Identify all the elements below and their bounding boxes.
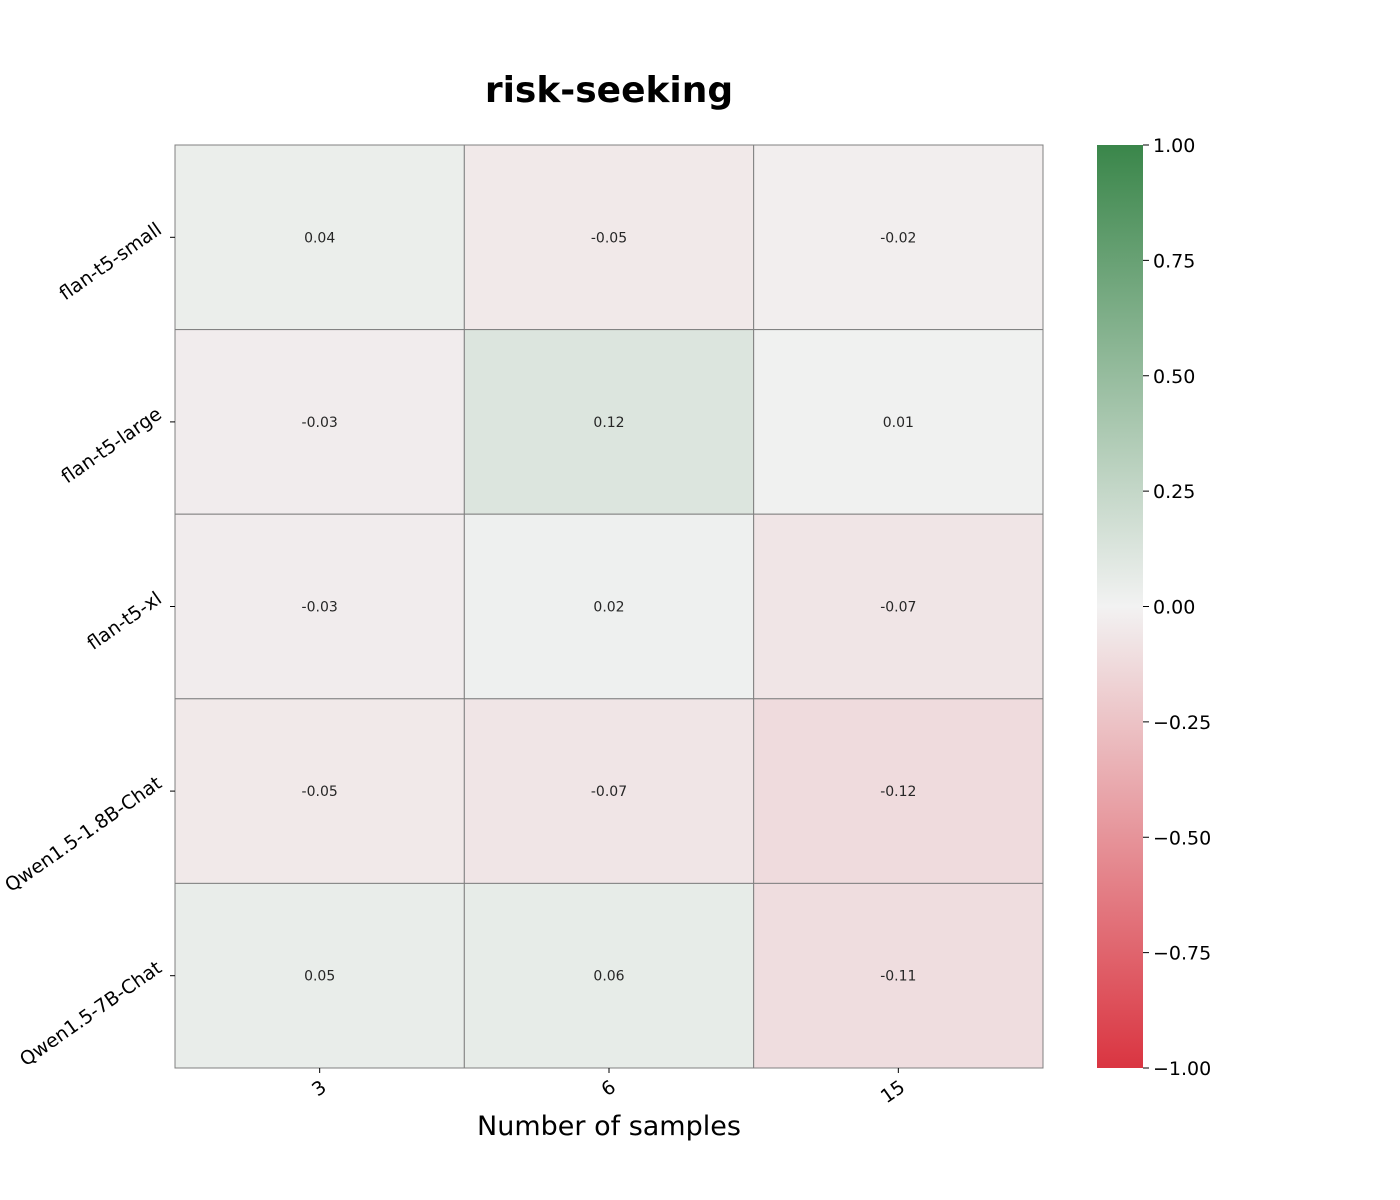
x-tick-label: 15: [877, 1076, 909, 1108]
colorbar-tick-label: −0.75: [1153, 943, 1211, 965]
cell-value-label: 0.04: [304, 230, 335, 246]
heatmap-cell: [174, 698, 465, 884]
cell-value-label: 0.06: [593, 969, 624, 985]
cell-value-label: -0.12: [880, 784, 916, 800]
cell-value-label: 0.01: [883, 415, 914, 431]
colorbar-tick-label: −0.50: [1153, 827, 1211, 849]
colorbar-tick-label: −1.00: [1153, 1058, 1211, 1080]
heatmap-cell: [174, 882, 465, 1069]
colorbar: [1097, 145, 1143, 1068]
cell-value-label: 0.02: [593, 600, 624, 616]
heatmap-cell: [174, 329, 465, 515]
cell-value-label: -0.03: [302, 600, 338, 616]
heatmap-cell: [753, 329, 1044, 515]
y-tick-label: flan-t5-small: [55, 218, 166, 305]
heatmap-cell: [753, 882, 1044, 1069]
colorbar-tick-label: 0.50: [1153, 366, 1195, 388]
colorbar-tick-label: 0.25: [1153, 481, 1195, 503]
x-axis-label: Number of samples: [477, 1111, 741, 1142]
x-tick-label: 6: [597, 1076, 620, 1101]
heatmap-cell: [463, 144, 755, 331]
cell-value-label: -0.11: [880, 969, 916, 985]
cell-value-label: 0.05: [304, 969, 335, 985]
colorbar-gradient: [1097, 145, 1143, 1068]
cell-value-label: -0.07: [880, 600, 916, 616]
cell-value-label: -0.02: [880, 230, 916, 246]
chart-title: risk-seeking: [485, 70, 733, 111]
y-axis-ticks: flan-t5-small flan-t5-large flan-t5-xl Qwen…: [1, 218, 175, 1071]
x-tick-label: 3: [308, 1076, 331, 1101]
colorbar-tick-label: 1.00: [1153, 135, 1195, 157]
heatmap-cell: [463, 329, 755, 515]
cell-value-label: 0.12: [593, 415, 624, 431]
colorbar-tick-label: 0.00: [1153, 597, 1195, 619]
heatmap-cell-labels: 0.04 -0.05 -0.02 -0.03 0.12 0.01 -0.03 0.02 -0.0…: [302, 230, 917, 984]
y-tick-label: Qwen1.5-1.8B-Chat: [1, 772, 166, 897]
heatmap-cell: [753, 698, 1044, 884]
heatmap-cell: [463, 882, 755, 1069]
heatmap-cell: [463, 513, 755, 700]
colorbar-tick-label: 0.75: [1153, 250, 1195, 272]
cell-value-label: -0.07: [591, 784, 627, 800]
x-axis-ticks: 3 6 15: [308, 1068, 909, 1108]
heatmap-cell: [174, 144, 465, 331]
heatmap-cell: [753, 144, 1044, 331]
cell-value-label: -0.05: [302, 784, 338, 800]
heatmap-cells: [174, 144, 1044, 1069]
colorbar-tick-label: −0.25: [1153, 712, 1211, 734]
y-tick-label: Qwen1.5-7B-Chat: [16, 957, 166, 1071]
y-tick-label: flan-t5-xl: [83, 588, 166, 655]
heatmap-cell: [174, 513, 465, 700]
cell-value-label: -0.05: [591, 230, 627, 246]
y-tick-label: flan-t5-large: [57, 403, 166, 488]
cell-value-label: -0.03: [302, 415, 338, 431]
colorbar-ticks: 1.00 0.75 0.50 0.25 0.00 −0.25 −0.50 −0.75 −1.00: [1143, 135, 1211, 1080]
